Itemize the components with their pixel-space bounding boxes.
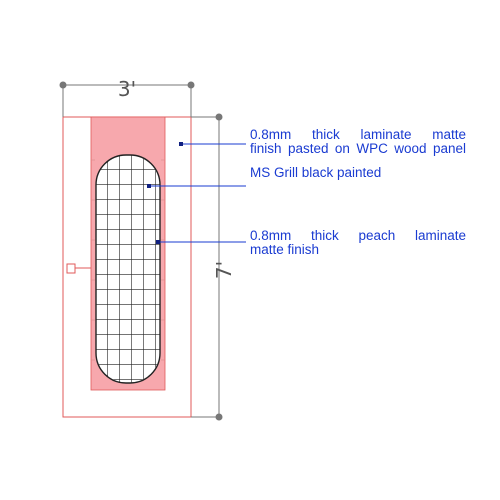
annotation-ms-grill: MS Grill black painted (250, 166, 466, 180)
annotation-laminate-matte: 0.8mm thick laminate matte finish pasted… (250, 128, 466, 156)
leader-ms-grill (147, 184, 246, 188)
annotation-laminate-matte-line2: finish pasted on WPC wood panel (250, 141, 466, 156)
annotation-laminate-matte-line1: 0.8mm thick laminate matte (250, 127, 466, 142)
ms-grill (95, 154, 161, 384)
width-dimension-label: 3' (118, 77, 136, 101)
panel-edge-ticks (91, 159, 165, 361)
annotation-peach-laminate: 0.8mm thick peach laminate matte finish (250, 229, 466, 257)
door-handle (66, 263, 91, 274)
annotation-peach-laminate-line2: matte finish (250, 242, 320, 257)
annotation-peach-laminate-line1: 0.8mm thick peach laminate (250, 228, 466, 243)
width-dimension (59, 81, 195, 117)
leader-peach-laminate (156, 240, 246, 244)
annotation-ms-grill-line1: MS Grill black painted (250, 165, 382, 180)
leader-laminate-matte (179, 142, 246, 146)
height-dimension-label: 7' (212, 261, 236, 279)
height-dimension (191, 113, 223, 421)
